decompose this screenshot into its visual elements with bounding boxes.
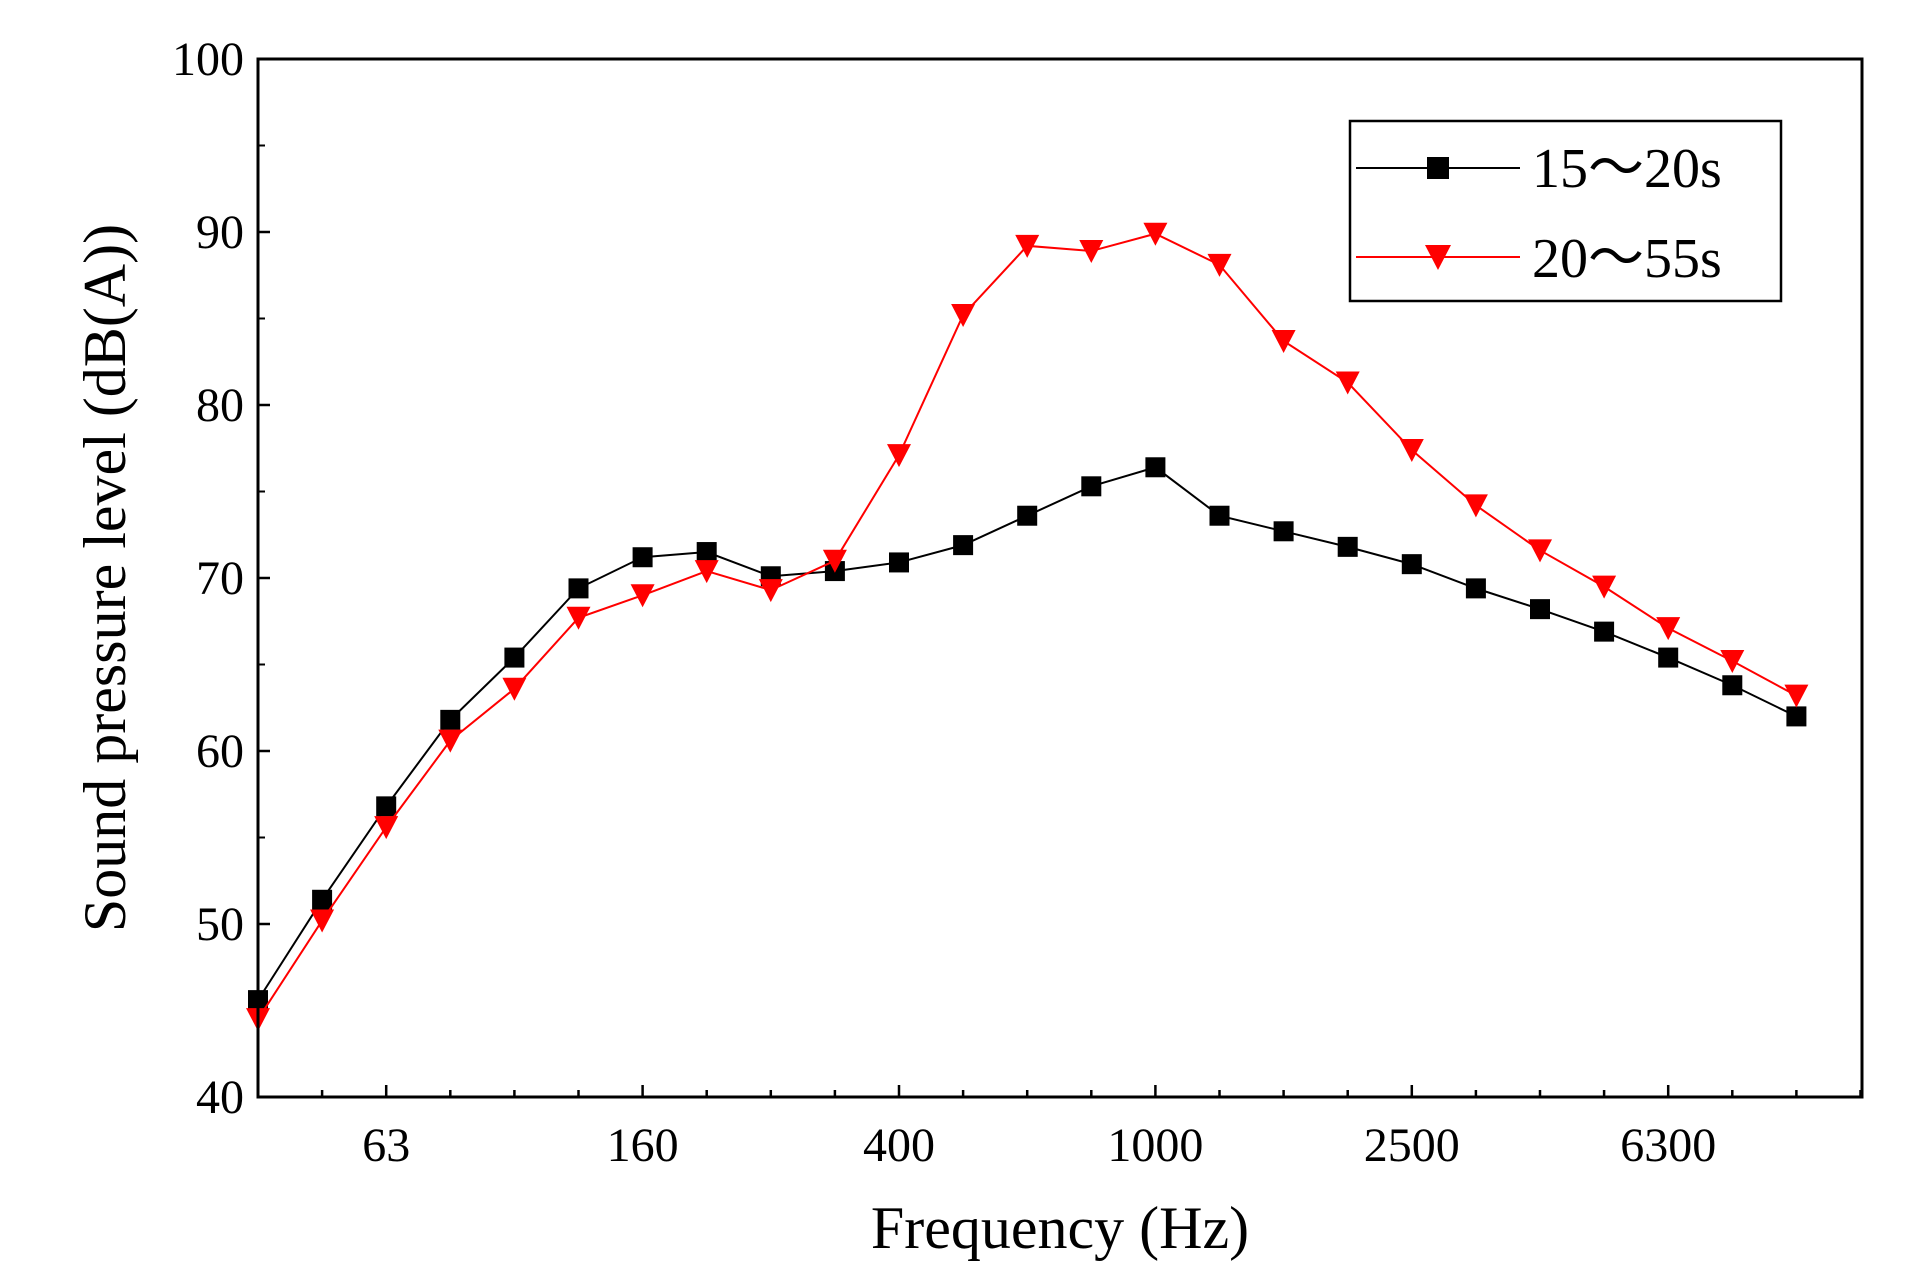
y-tick-label: 100 bbox=[172, 33, 244, 86]
data-point bbox=[1081, 476, 1102, 497]
data-point bbox=[1079, 240, 1104, 264]
data-point bbox=[758, 579, 783, 603]
x-tick-label: 1000 bbox=[1107, 1119, 1203, 1172]
data-point bbox=[822, 549, 847, 573]
data-point bbox=[694, 560, 719, 584]
y-tick-label: 50 bbox=[196, 898, 244, 951]
legend-marker-series-1 bbox=[1427, 157, 1449, 179]
y-tick-label: 60 bbox=[196, 725, 244, 778]
data-point bbox=[953, 535, 974, 556]
x-tick-label: 400 bbox=[863, 1119, 935, 1172]
x-tick-label: 63 bbox=[362, 1119, 410, 1172]
data-point bbox=[502, 677, 527, 701]
data-point bbox=[310, 909, 335, 933]
ticks-layer: 40 50 60 70 80 90 100 63 160 400 1000 2500 6300 bbox=[172, 33, 1862, 1172]
data-point bbox=[1530, 599, 1550, 620]
data-point bbox=[1273, 521, 1294, 542]
y-tick-label: 70 bbox=[196, 552, 244, 605]
legend-label-series-1: 15～20s bbox=[1532, 138, 1722, 200]
y-axis-title: Sound pressure level (dB(A)) bbox=[72, 224, 138, 932]
legend-box bbox=[1348, 119, 1783, 303]
x-tick-label: 160 bbox=[607, 1119, 679, 1172]
data-point bbox=[1463, 494, 1488, 518]
x-tick-label: 6300 bbox=[1620, 1119, 1716, 1172]
legend-marker-series-2 bbox=[1425, 245, 1451, 270]
data-point bbox=[1722, 675, 1743, 696]
data-point bbox=[1784, 684, 1809, 708]
data-point bbox=[889, 552, 909, 573]
data-point bbox=[1143, 222, 1168, 246]
data-point bbox=[1209, 505, 1230, 526]
data-point bbox=[312, 889, 333, 910]
data-point bbox=[568, 578, 589, 599]
data-point bbox=[1528, 539, 1552, 563]
data-point bbox=[374, 816, 399, 840]
legend-label-series-2: 20～55s bbox=[1532, 228, 1722, 290]
data-point bbox=[440, 709, 461, 730]
series-line-2 bbox=[257, 232, 1797, 1020]
plot-frame bbox=[256, 57, 1864, 1099]
data-point bbox=[1399, 438, 1424, 462]
y-tick-label: 40 bbox=[196, 1071, 244, 1124]
data-point bbox=[438, 729, 463, 753]
x-axis-title: Frequency (Hz) bbox=[871, 1195, 1249, 1261]
data-point bbox=[696, 542, 717, 563]
data-point bbox=[1465, 578, 1486, 599]
data-point bbox=[1401, 554, 1422, 575]
x-tick-label: 2500 bbox=[1364, 1119, 1460, 1172]
data-point bbox=[1592, 575, 1617, 599]
data-point bbox=[1720, 650, 1745, 674]
series-layer bbox=[246, 222, 1809, 1032]
data-point bbox=[376, 796, 397, 817]
data-point bbox=[1145, 457, 1166, 478]
legend: 15～20s 20～55s bbox=[1348, 119, 1783, 303]
data-point bbox=[1656, 617, 1681, 641]
data-point bbox=[1271, 329, 1296, 353]
data-point bbox=[1015, 234, 1040, 258]
data-point bbox=[566, 606, 591, 630]
data-point bbox=[630, 584, 655, 608]
series-line-1 bbox=[257, 466, 1797, 1001]
data-point bbox=[1017, 505, 1038, 526]
data-point bbox=[504, 647, 525, 668]
data-point bbox=[1594, 621, 1615, 642]
data-point bbox=[1335, 371, 1360, 395]
data-point bbox=[1658, 647, 1679, 668]
data-point bbox=[1207, 253, 1232, 277]
y-tick-label: 80 bbox=[196, 379, 244, 432]
data-point bbox=[632, 547, 653, 568]
data-point bbox=[1786, 706, 1807, 727]
y-tick-label: 90 bbox=[196, 206, 244, 259]
data-point bbox=[887, 444, 911, 468]
data-point bbox=[1337, 536, 1358, 557]
data-point bbox=[951, 304, 976, 328]
